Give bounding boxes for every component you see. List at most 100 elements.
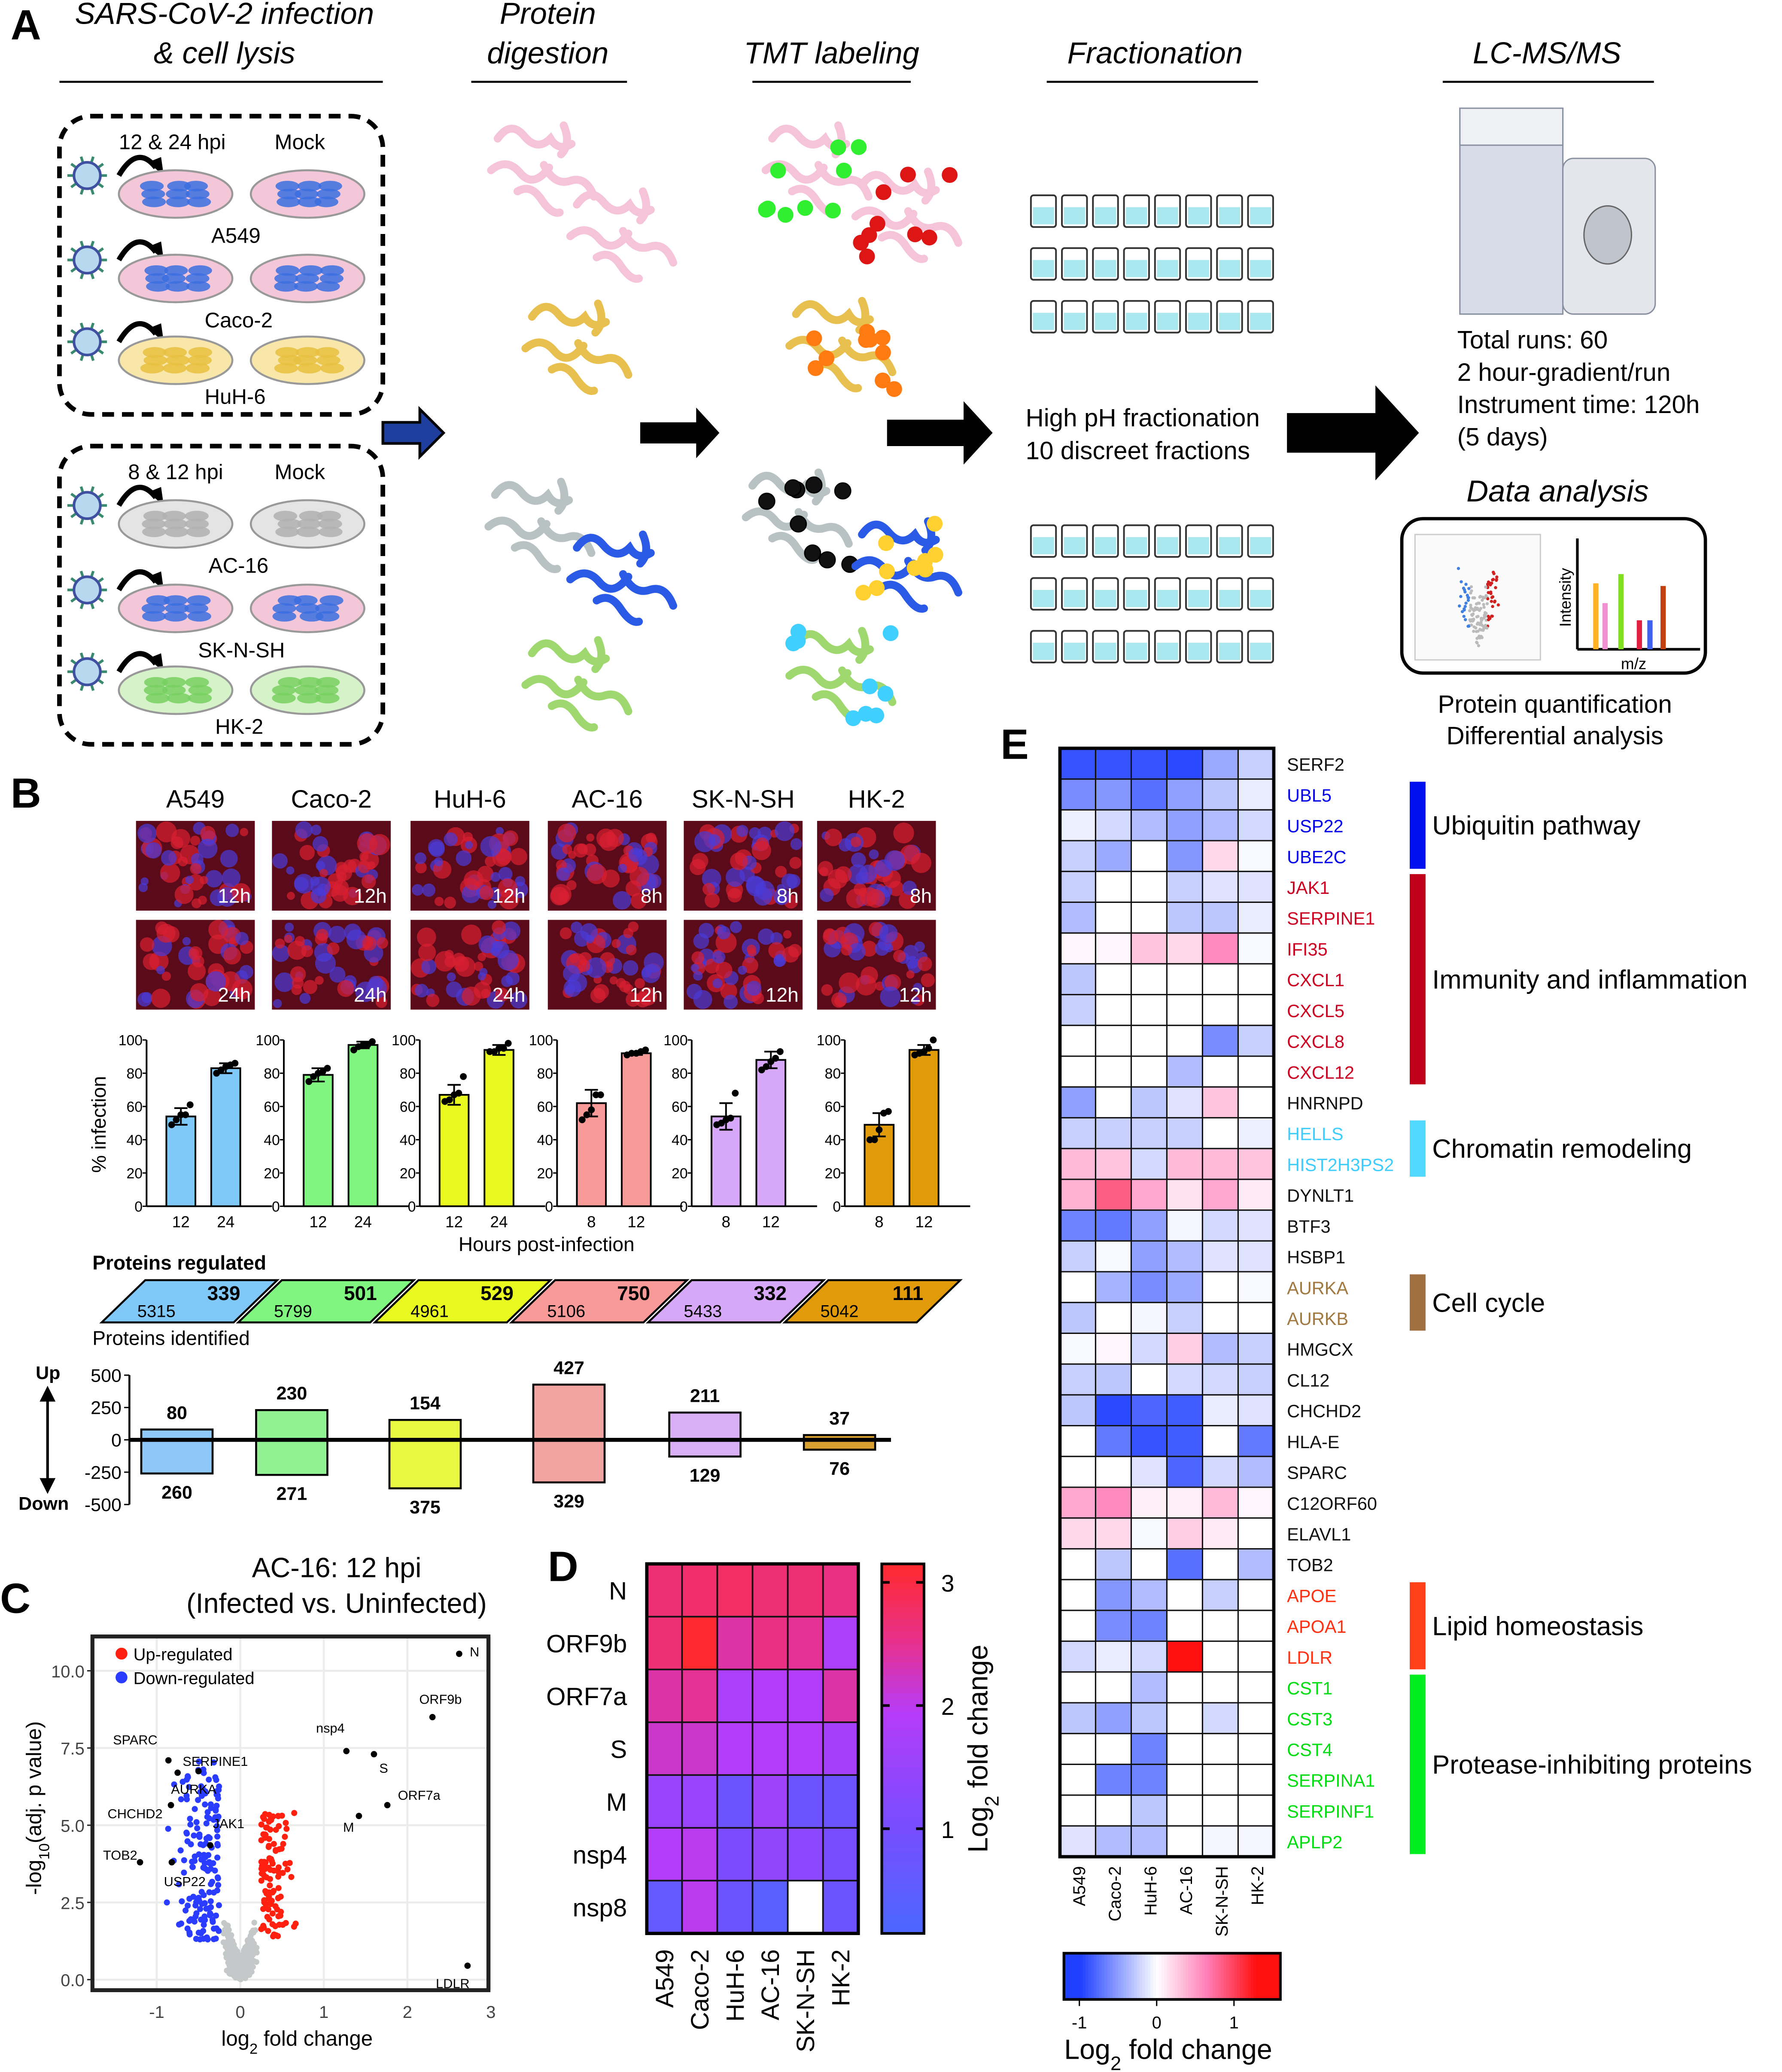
cell-stain — [310, 824, 322, 835]
colorbar-segment — [1218, 1953, 1222, 1999]
down-count-label: 329 — [553, 1491, 584, 1512]
up-label: Up — [36, 1363, 60, 1383]
gene-label: SPARC — [1287, 1463, 1347, 1483]
mini-volcano-point — [1487, 591, 1490, 594]
gene-label: CXCL12 — [1287, 1062, 1354, 1082]
heatmap-cell — [1201, 1271, 1239, 1303]
up-count-label: 211 — [690, 1385, 720, 1406]
downregulated-point — [193, 1910, 200, 1917]
cell-cluster — [140, 181, 164, 191]
colorbar-segment — [882, 1693, 924, 1700]
fraction-liquid — [1157, 642, 1178, 660]
colorbar-segment — [1099, 1953, 1103, 1999]
fraction-liquid — [1064, 642, 1085, 660]
cell-stain — [821, 984, 833, 996]
category-label: Lipid homeostasis — [1432, 1611, 1643, 1641]
y-tick-label: 20 — [537, 1165, 553, 1182]
heatmap-cell — [1059, 1240, 1096, 1273]
nonsignificant-point — [240, 1961, 246, 1968]
tmt-tag — [855, 585, 871, 601]
heatmap-cell — [1201, 840, 1239, 872]
fraction-liquid — [1250, 207, 1271, 225]
cell-stain — [884, 850, 905, 871]
cell-stain — [315, 976, 324, 985]
heatmap-cell — [1237, 1610, 1274, 1642]
immunofluorescence-image: 12h — [817, 920, 936, 1010]
peptide-strand — [574, 339, 633, 379]
downregulated-point — [192, 1858, 198, 1864]
peptide-strand — [591, 299, 605, 337]
fraction-liquid — [1033, 207, 1054, 225]
colorbar-segment — [1093, 1953, 1097, 1999]
immunofluorescence-image: 24h — [272, 920, 391, 1010]
cell-stain — [730, 921, 742, 933]
heatmap-cell — [681, 1668, 718, 1723]
category-bar — [1410, 874, 1426, 1085]
peptide-strand — [792, 630, 874, 656]
mini-volcano-point — [1487, 618, 1490, 622]
colorbar-segment — [1204, 1953, 1208, 1999]
heatmap-cell — [1237, 1579, 1274, 1611]
heatmap-cell — [1095, 1148, 1132, 1180]
cell-stain — [550, 884, 572, 905]
cell-stain — [232, 979, 252, 1000]
fraction-liquid — [1157, 260, 1178, 277]
peptide-strand — [619, 570, 678, 610]
fraction-liquid — [1250, 313, 1271, 330]
colorbar-label-rest: fold change — [1121, 2034, 1272, 2065]
gene-label: AURKB — [1287, 1309, 1348, 1329]
colorbar-segment — [1269, 1953, 1273, 1999]
heatmap-cell — [1237, 1302, 1274, 1334]
virus-body — [73, 657, 102, 687]
heatmap-cell — [1095, 994, 1132, 1026]
heatmap-cell — [1166, 1610, 1203, 1642]
colorbar-segment — [1248, 1953, 1252, 1999]
colorbar-segment — [882, 1921, 924, 1928]
heatmap-cell — [716, 1827, 754, 1882]
cell-stain — [693, 971, 703, 981]
heatmap-cell — [1166, 1055, 1203, 1088]
cell-stain — [626, 945, 637, 956]
immunofluorescence-image: 12h — [411, 820, 529, 911]
upregulated-point — [276, 1823, 282, 1829]
y-tick-label: 40 — [400, 1132, 416, 1148]
colorbar-segment — [882, 1841, 924, 1848]
gene-label: CXCL5 — [1287, 1001, 1344, 1021]
y-tick-label: 60 — [400, 1099, 416, 1115]
immunofluorescence-image: 12h — [684, 920, 803, 1010]
labeled-point — [384, 1802, 391, 1808]
upregulated-point — [265, 1844, 272, 1850]
nonsignificant-point — [223, 1928, 229, 1935]
colorbar-segment — [882, 1792, 924, 1799]
y-tick-label: 80 — [127, 1066, 143, 1082]
downregulated-point — [187, 1821, 194, 1828]
cell-stain — [913, 983, 922, 992]
workflow-step-title: TMT labeling — [744, 36, 919, 70]
mini-volcano-point — [1489, 592, 1493, 595]
colorbar-tick-label: 1 — [941, 1817, 955, 1843]
downregulated-point — [181, 1857, 187, 1863]
gene-label: CST4 — [1287, 1740, 1332, 1760]
peptide-strand — [855, 627, 870, 664]
cell-line-label: Caco-2 — [205, 308, 273, 332]
cell-stain — [235, 932, 249, 945]
heatmap-cell — [1237, 1825, 1274, 1858]
downregulated-point — [201, 1852, 207, 1858]
cell-stain — [328, 926, 346, 943]
cell-stain — [294, 874, 314, 894]
downregulated-point — [201, 1770, 207, 1776]
regulated-bar-HK-2 — [803, 1434, 876, 1451]
proteins-regulated-count: 332 — [754, 1282, 787, 1304]
colorbar-segment — [1256, 1953, 1259, 1999]
heatmap-cell — [1237, 1517, 1274, 1549]
proteins-regulated-count: 750 — [617, 1282, 650, 1304]
arrow-right-icon — [1287, 385, 1419, 480]
downregulated-point — [196, 1831, 203, 1838]
gene-label: DYNLT1 — [1287, 1185, 1354, 1206]
cell-cluster — [273, 510, 298, 522]
upregulated-point — [260, 1906, 267, 1912]
cell-line-label: SK-N-SH — [1213, 1866, 1232, 1936]
heatmap-cell — [1130, 1240, 1168, 1273]
cell-stain — [647, 874, 662, 889]
x-tick-label: 24 — [490, 1213, 508, 1231]
